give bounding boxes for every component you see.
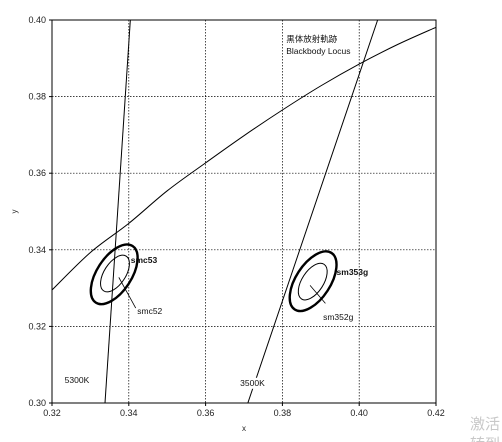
axis-ticks: 0.32 0.34 0.36 0.38 0.40 0.420.300.320.340.36…: [28, 15, 444, 418]
y-tick-label: 0.38: [28, 92, 46, 102]
corner-overlay-text-2: 转到: [470, 435, 500, 442]
label-background-5300k: [62, 375, 93, 387]
annotation-sm352g: sm352g: [323, 312, 354, 322]
y-tick-label: 0.36: [28, 168, 46, 178]
ellipse-smc52: [100, 254, 130, 293]
ellipse-sm353g: [288, 250, 338, 313]
y-tick-label: 0.32: [28, 321, 46, 331]
annotation-5300k: 5300K: [65, 375, 90, 385]
annotation-sm353g: sm353g: [337, 267, 369, 277]
label-background-3500k: [238, 377, 269, 389]
x-tick-label: 0.42: [427, 408, 445, 418]
leader-line-smc52: [118, 277, 137, 309]
ellipse-smc53: [89, 243, 139, 306]
x-tick-label: 0.40: [350, 408, 368, 418]
plot-area: [52, 20, 436, 403]
ellipse-sm352g: [297, 262, 328, 301]
x-tick-label: 0.38: [274, 408, 292, 418]
x-tick-label: 0.36: [197, 408, 215, 418]
annotation-smc53: smc53: [131, 255, 158, 265]
corner-overlay-text-1: 激活: [470, 415, 500, 433]
y-axis-label: y: [10, 210, 19, 214]
isotemperature-line-3500k: [247, 20, 379, 403]
blackbody-locus-curve: [52, 26, 436, 291]
legend-text-blackbody-locus: Blackbody Locus: [286, 46, 350, 56]
annotation-smc52: smc52: [137, 306, 162, 316]
x-tick-label: 0.32: [43, 408, 61, 418]
annotations: smc53 smc52 sm353g sm352g 5300K 3500K: [62, 255, 369, 389]
x-axis-label: x: [242, 424, 246, 433]
annotation-3500k: 3500K: [240, 378, 265, 388]
y-tick-label: 0.34: [28, 245, 46, 255]
plot-frame: [51, 19, 437, 404]
legend-text-japanese: 黒体放射軌跡: [286, 34, 338, 44]
leader-line-sm352g: [309, 285, 326, 304]
x-tick-label: 0.34: [120, 408, 138, 418]
isotemperature-line-5300k: [104, 20, 131, 403]
grid: [52, 20, 436, 403]
y-tick-label: 0.30: [28, 398, 46, 408]
y-tick-label: 0.40: [28, 15, 46, 25]
